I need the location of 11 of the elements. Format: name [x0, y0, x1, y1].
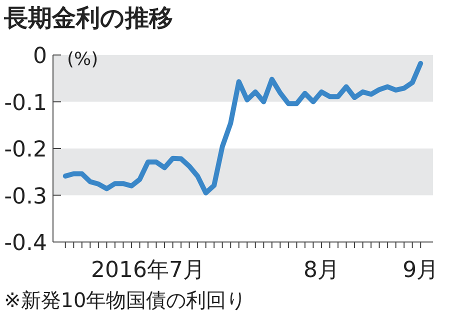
x-tick-label: 2016年7月 — [91, 258, 205, 283]
chart-title: 長期金利の推移 — [3, 4, 173, 32]
text: ※新発10年物国債の利回り — [4, 288, 246, 312]
y-tick-label: -0.4 — [4, 231, 47, 256]
y-tick-label: -0.1 — [4, 90, 47, 116]
x-tick-label: 8月 — [303, 258, 340, 283]
y-axis-title: (%) — [67, 49, 98, 70]
y-tick-label: -0.3 — [4, 184, 47, 210]
y-tick-label: 0 — [33, 44, 47, 69]
x-tick-label: 9月 — [402, 258, 439, 283]
y-tick-label: -0.2 — [4, 138, 47, 162]
